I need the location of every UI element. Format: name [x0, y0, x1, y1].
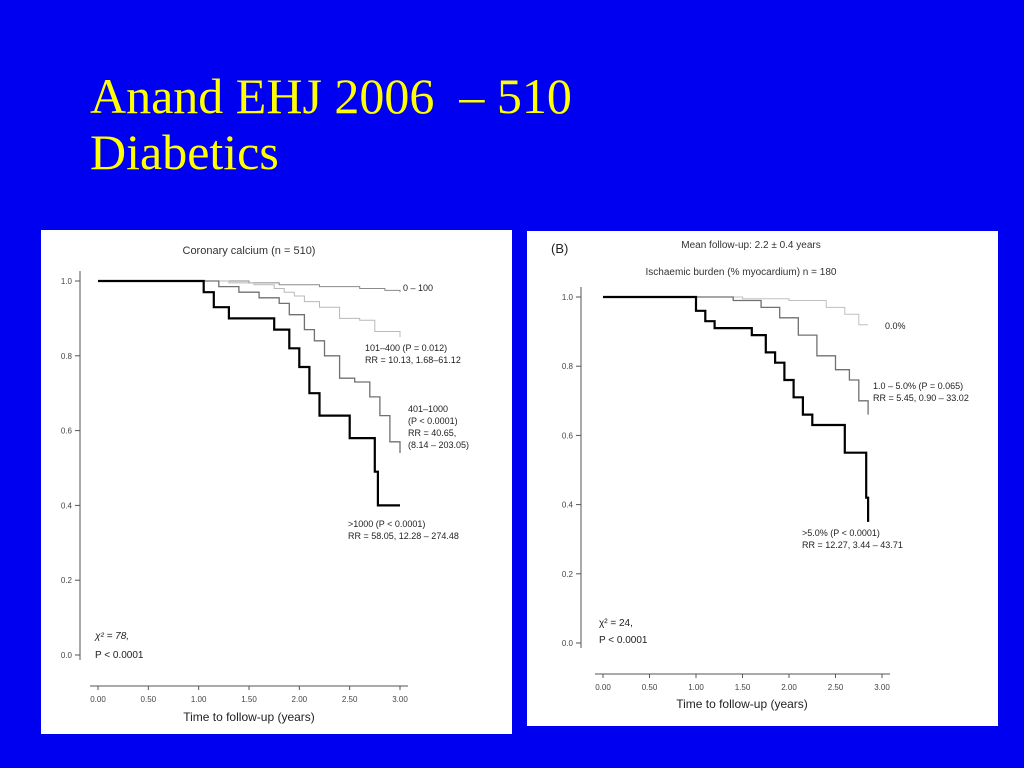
stats-line-1: χ² = 78,: [94, 631, 129, 642]
x-tick-label: 2.50: [828, 683, 844, 692]
x-tick-label: 1.00: [688, 683, 704, 692]
y-tick-label: 0.6: [61, 427, 73, 436]
chart-subtitle: Ischaemic burden (% myocardium) n = 180: [646, 267, 837, 278]
x-tick-label: 1.00: [191, 695, 207, 704]
x-axis-label: Time to follow-up (years): [676, 697, 808, 711]
y-tick-label: 1.0: [61, 277, 73, 286]
survival-curve-3: [98, 280, 401, 453]
x-tick-label: 0.50: [642, 683, 658, 692]
curve-label: >1000 (P < 0.0001): [348, 519, 425, 529]
curve-label: (8.14 – 203.05): [408, 440, 469, 450]
x-tick-label: 0.50: [141, 695, 157, 704]
x-tick-label: 1.50: [735, 683, 751, 692]
y-tick-label: 0.8: [562, 362, 574, 371]
chart-title: Coronary calcium (n = 510): [183, 245, 316, 257]
x-tick-label: 1.50: [241, 695, 257, 704]
slide-title: Anand EHJ 2006 – 510 Diabetics: [90, 68, 572, 180]
curve-label: >5.0% (P < 0.0001): [802, 528, 880, 538]
survival-chart-b: (B) Mean follow-up: 2.2 ± 0.4 years Isch…: [551, 240, 969, 711]
y-tick-label: 1.0: [562, 293, 574, 302]
survival-chart-a: Coronary calcium (n = 510) Time to follo…: [61, 245, 469, 724]
y-tick-label: 0.0: [562, 639, 574, 648]
survival-curve-2: [603, 296, 869, 415]
x-tick-label: 3.00: [874, 683, 890, 692]
curve-label: RR = 40.65,: [408, 428, 456, 438]
curve-label: RR = 5.45, 0.90 – 33.02: [873, 393, 969, 403]
curve-label: RR = 12.27, 3.44 – 43.71: [802, 540, 903, 550]
y-tick-label: 0.4: [61, 501, 73, 510]
chart-panel-a: Coronary calcium (n = 510) Time to follo…: [41, 230, 512, 734]
slide-title-line-1: Anand EHJ 2006 – 510: [90, 68, 572, 124]
y-tick-label: 0.8: [61, 352, 73, 361]
stats-line-2: P < 0.0001: [95, 650, 144, 661]
y-tick-label: 0.2: [61, 576, 73, 585]
curve-label: 0 – 100: [403, 283, 433, 293]
chart-title: Mean follow-up: 2.2 ± 0.4 years: [681, 240, 820, 251]
x-tick-label: 2.00: [292, 695, 308, 704]
survival-curve-2: [98, 280, 401, 338]
stats-line-1: χ² = 24,: [599, 618, 633, 629]
x-axis-label: Time to follow-up (years): [183, 710, 315, 724]
y-tick-label: 0.0: [61, 651, 73, 660]
curve-label: 1.0 – 5.0% (P = 0.065): [873, 381, 963, 391]
x-tick-label: 0.00: [90, 695, 106, 704]
x-tick-label: 0.00: [595, 683, 611, 692]
y-tick-label: 0.6: [562, 431, 574, 440]
x-tick-label: 2.00: [781, 683, 797, 692]
y-tick-label: 0.2: [562, 570, 574, 579]
slide-title-line-2: Diabetics: [90, 124, 279, 180]
curve-label: 401–1000: [408, 404, 448, 414]
x-tick-label: 2.50: [342, 695, 358, 704]
survival-curve-3: [603, 295, 870, 522]
chart-panel-b: (B) Mean follow-up: 2.2 ± 0.4 years Isch…: [527, 231, 998, 726]
survival-curve-4: [98, 279, 400, 507]
panel-label: (B): [551, 241, 568, 256]
stats-line-2: P < 0.0001: [599, 635, 648, 646]
curve-label: 101–400 (P = 0.012): [365, 343, 447, 353]
curve-label: 0.0%: [885, 321, 906, 331]
survival-curve-1: [603, 296, 869, 326]
y-tick-label: 0.4: [562, 501, 574, 510]
curve-label: (P < 0.0001): [408, 416, 458, 426]
x-tick-label: 3.00: [392, 695, 408, 704]
curve-label: RR = 58.05, 12.28 – 274.48: [348, 531, 459, 541]
survival-curve-1: [98, 280, 401, 293]
curve-label: RR = 10.13, 1.68–61.12: [365, 355, 461, 365]
